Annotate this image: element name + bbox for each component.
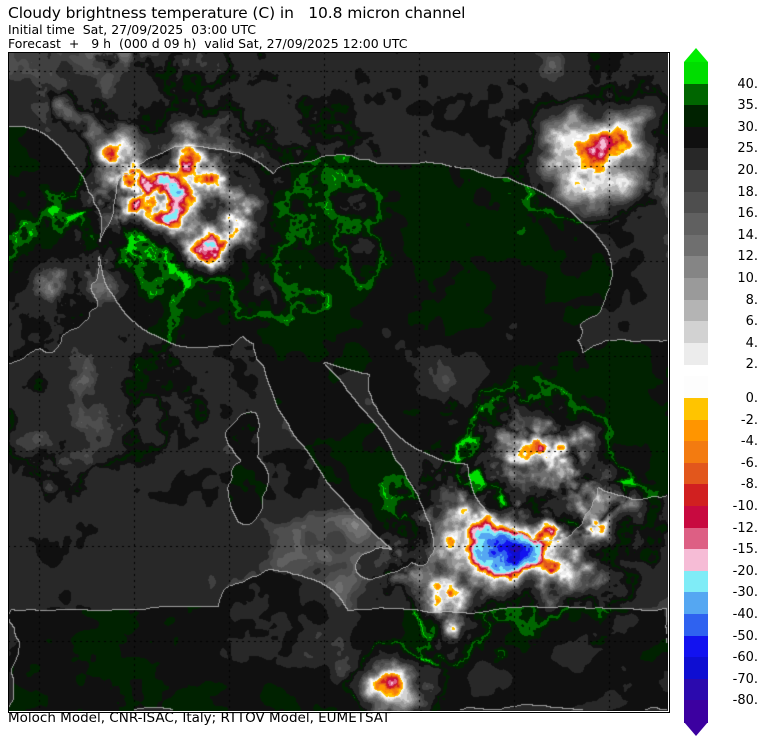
colorbar-tick-label: -12. [732, 520, 758, 536]
colorbar-tick-label: 40. [737, 76, 758, 92]
colorbar-tick-label: -2. [740, 412, 758, 428]
colorbar-tick-label: 6. [745, 314, 758, 330]
colorbar-tick-label: -70. [732, 671, 758, 687]
colorbar-band [684, 441, 708, 464]
page-title: Cloudy brightness temperature (C) in 10.… [8, 4, 466, 22]
title-block: Cloudy brightness temperature (C) in 10.… [8, 4, 688, 51]
colorbar-tick-label: -6. [740, 455, 758, 471]
colorbar-band [684, 278, 708, 301]
colorbar-band [684, 614, 708, 637]
colorbar-band [684, 299, 708, 322]
colorbar-tick-label: 25. [737, 141, 758, 157]
forecast-valid-label: Forecast + 9 h (000 d 09 h) valid Sat, 2… [8, 36, 408, 51]
satellite-map-panel[interactable] [8, 52, 668, 711]
colorbar-band [684, 592, 708, 615]
colorbar-band [684, 83, 708, 106]
colorbar-tick-label: 10. [737, 271, 758, 286]
colorbar-band [684, 342, 708, 365]
colorbar-tick-label: -10. [732, 499, 758, 514]
colorbar-band [684, 126, 708, 149]
colorbar-band [684, 105, 708, 128]
colorbar-tick-label: 0. [745, 391, 758, 406]
colorbar-band [684, 191, 708, 214]
colorbar-band [684, 419, 708, 442]
colorbar-band [684, 635, 708, 658]
colorbar-tick-label: 14. [737, 227, 758, 243]
colorbar-tick-label: 16. [737, 206, 758, 222]
colorbar-band [684, 570, 708, 593]
colorbar-tick-label: 12. [737, 249, 758, 265]
colorbar-band [684, 484, 708, 507]
initial-time-label: Initial time Sat, 27/09/2025 03:00 UTC [8, 22, 256, 37]
colorbar-band [684, 700, 708, 723]
colorbar-tick-label: 2. [745, 357, 758, 373]
credit-line: Moloch Model, CNR-ISAC, Italy; RTTOV Mod… [8, 710, 391, 726]
colorbar-band [684, 549, 708, 572]
colorbar-under-arrow [684, 722, 708, 736]
colorbar-over-arrow [684, 48, 708, 62]
colorbar-band [684, 506, 708, 529]
colorbar-band [684, 321, 708, 344]
brightness-temperature-field [8, 52, 668, 711]
colorbar-tick-label: 30. [737, 119, 758, 135]
colorbar-band [684, 657, 708, 680]
colorbar-tick-label: 18. [737, 184, 758, 200]
colorbar-tick-label: -60. [732, 650, 758, 666]
colorbar-band [684, 678, 708, 701]
colorbar-tick-label: -40. [732, 607, 758, 622]
colorbar-tick-label: -30. [732, 585, 758, 601]
colorbar-tick-label: 35. [737, 98, 758, 114]
colorbar-band [684, 462, 708, 485]
colorbar-band [684, 398, 708, 421]
colorbar-tick-label: -20. [732, 563, 758, 579]
colorbar-tick-label: 20. [737, 163, 758, 178]
colorbar-tick-label: 8. [745, 292, 758, 308]
colorbar-band [684, 62, 708, 85]
colorbar [684, 48, 708, 736]
colorbar-band [684, 170, 708, 193]
colorbar-tick-label: -4. [740, 434, 758, 450]
colorbar-band [684, 213, 708, 236]
colorbar-band [684, 234, 708, 257]
colorbar-band [684, 376, 708, 399]
colorbar-tick-label: 4. [745, 335, 758, 351]
colorbar-band [684, 527, 708, 550]
colorbar-tick-label: -15. [732, 542, 758, 558]
colorbar-band [684, 148, 708, 171]
colorbar-tick-label: -80. [732, 693, 758, 709]
colorbar-tick-label: -8. [740, 477, 758, 493]
colorbar-band [684, 256, 708, 279]
colorbar-tick-labels: 40. 35. 30. 25. 20. 18. 16. 14. 12. 10. 8. 6. 4. 2. 0.… [708, 0, 758, 731]
colorbar-tick-label: -50. [732, 628, 758, 644]
